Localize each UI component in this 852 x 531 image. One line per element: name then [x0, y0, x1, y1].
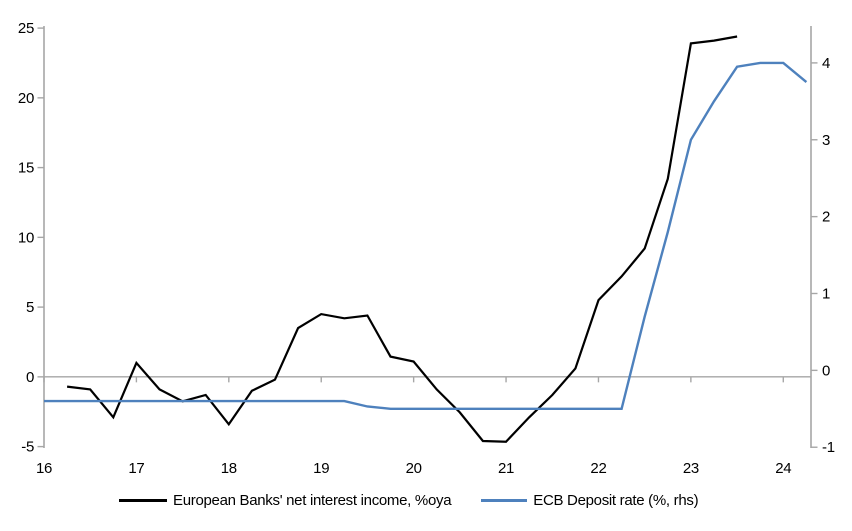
nii-series-line — [66, 35, 738, 443]
x-tick-label: 21 — [498, 460, 514, 477]
x-tick-label: 24 — [775, 460, 791, 477]
left-tick-label: 15 — [18, 160, 34, 177]
legend-item-ecb: ECB Deposit rate (%, rhs) — [481, 492, 699, 509]
x-tick-label: 16 — [36, 460, 52, 477]
left-tick-label: 5 — [26, 299, 34, 316]
right-tick-label: 4 — [822, 55, 830, 72]
right-tick-label: 1 — [822, 285, 830, 302]
x-tick-label: 22 — [590, 460, 606, 477]
x-tick-label: 19 — [313, 460, 329, 477]
x-tick-label: 17 — [128, 460, 144, 477]
right-tick-label: 0 — [822, 362, 830, 379]
right-tick-label: 3 — [822, 132, 830, 149]
legend: European Banks' net interest income, %oy… — [119, 492, 699, 509]
x-tick-label: 23 — [683, 460, 699, 477]
legend-item-nii: European Banks' net interest income, %oy… — [119, 492, 452, 509]
nii-line-swatch — [119, 499, 167, 502]
x-tick-label: 20 — [406, 460, 422, 477]
left-tick-label: -5 — [21, 439, 34, 456]
left-tick-label: 25 — [18, 20, 34, 37]
right-tick-label: -1 — [822, 439, 835, 456]
left-tick-label: 20 — [18, 90, 34, 107]
nii-legend-label: European Banks' net interest income, %oy… — [173, 492, 452, 509]
right-tick-label: 2 — [822, 209, 830, 226]
left-tick-label: 10 — [18, 229, 34, 246]
ecb-legend-label: ECB Deposit rate (%, rhs) — [533, 492, 699, 509]
ecb-line-swatch — [481, 499, 528, 502]
x-tick-label: 18 — [221, 460, 237, 477]
ecb-series-line — [44, 61, 808, 410]
left-tick-label: 0 — [26, 369, 34, 386]
